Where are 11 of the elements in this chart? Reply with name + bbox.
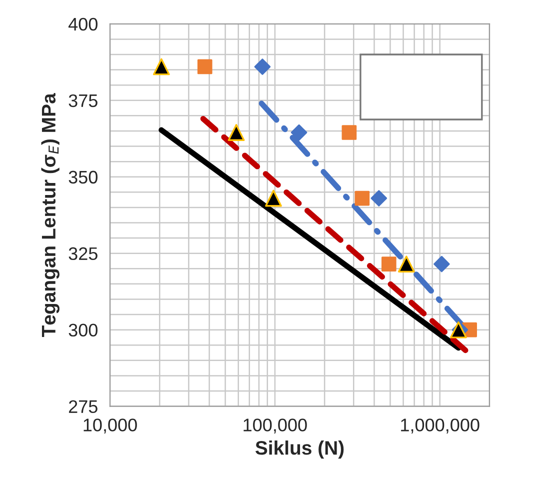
x-tick-label: 1,000,000	[401, 418, 480, 434]
y-tick-label: 375	[68, 94, 98, 108]
y-tick-label: 275	[68, 400, 98, 414]
y-tick-label: 300	[68, 324, 98, 337]
y-axis-title: Tegangan Lentur (σ$_{E}$) MPa	[41, 93, 60, 337]
x-axis-title: Siklus (N)	[255, 440, 344, 459]
y-tick-label: 350	[68, 170, 98, 184]
x-tick-label: 10,000	[84, 418, 137, 434]
y-tick-label: 400	[68, 18, 98, 31]
y-tick-label: 325	[68, 247, 98, 260]
x-tick-label: 100,000	[244, 418, 307, 434]
